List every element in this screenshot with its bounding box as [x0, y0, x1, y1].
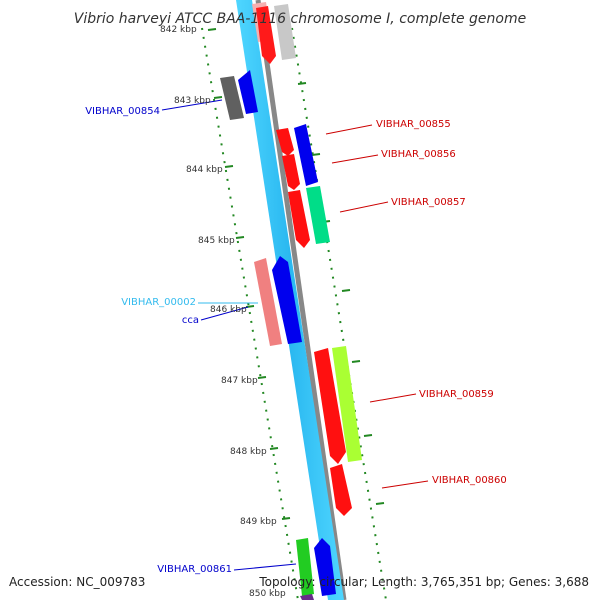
tick-labels: 842 kbp 843 kbp 844 kbp 845 kbp 846 kbp … — [160, 25, 286, 599]
gene-label-vibhar-00861[interactable]: VIBHAR_00861 — [157, 564, 232, 575]
tick-label: 849 kbp — [240, 517, 277, 527]
tick-label: 842 kbp — [160, 25, 197, 35]
gene-red-top — [256, 6, 276, 64]
gene-label-vibhar-00856[interactable]: VIBHAR_00856 — [381, 149, 456, 160]
gene-purple-bottom — [300, 594, 314, 600]
gene-label-cca[interactable]: cca — [182, 315, 199, 326]
map-title: Vibrio harveyi ATCC BAA-1116 chromosome … — [74, 11, 526, 27]
gene-red-00859 — [314, 348, 346, 464]
gene-labels: VIBHAR_00854 VIBHAR_00855 VIBHAR_00856 V… — [85, 106, 507, 575]
gene-label-vibhar-00859[interactable]: VIBHAR_00859 — [419, 389, 494, 400]
gene-green-00857 — [306, 186, 330, 244]
gene-label-vibhar-00855[interactable]: VIBHAR_00855 — [376, 119, 451, 130]
gene-red-00855 — [276, 128, 294, 156]
gene-red-00860 — [330, 464, 352, 516]
tick-label: 847 kbp — [221, 376, 258, 386]
tick-label: 844 kbp — [186, 165, 223, 175]
gene-gray-00854 — [220, 76, 244, 120]
gene-label-vibhar-00857[interactable]: VIBHAR_00857 — [391, 197, 466, 208]
gene-blue-00856 — [294, 124, 318, 186]
tick-label: 845 kbp — [198, 236, 235, 246]
gene-red-00857 — [288, 190, 310, 248]
gene-silver-top — [274, 4, 296, 60]
gene-label-vibhar-00854[interactable]: VIBHAR_00854 — [85, 106, 160, 117]
label-leaders — [161, 99, 429, 571]
gene-pink-00002 — [254, 258, 282, 346]
gene-lime-00859 — [332, 346, 362, 462]
gene-blue-00854 — [238, 70, 258, 114]
tick-label: 846 kbp — [210, 305, 247, 315]
tick-label: 843 kbp — [174, 96, 211, 106]
gene-label-vibhar-00002[interactable]: VIBHAR_00002 — [121, 297, 196, 308]
inner-dotted-line — [201, 27, 299, 600]
accession-text: Accession: NC_009783 — [9, 575, 145, 589]
tick-label: 848 kbp — [230, 447, 267, 457]
outer-dotted-line — [291, 27, 387, 600]
gene-red-00855b — [282, 154, 300, 190]
backbone-line — [255, 0, 347, 600]
gene-green-00861 — [296, 538, 314, 596]
gene-label-vibhar-00860[interactable]: VIBHAR_00860 — [432, 475, 507, 486]
summary-text: Topology: circular; Length: 3,765,351 bp… — [258, 575, 589, 589]
gene-features — [220, 2, 362, 600]
gene-blue-cca — [272, 256, 302, 344]
gene-blue-00861 — [314, 538, 336, 596]
tick-label: 850 kbp — [249, 589, 286, 599]
